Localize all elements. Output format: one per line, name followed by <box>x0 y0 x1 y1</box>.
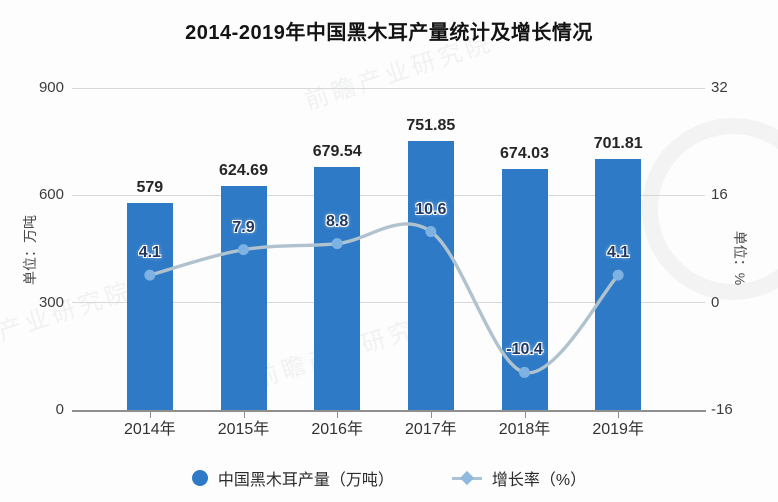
x-tick-label: 2016年 <box>311 421 363 438</box>
legend-item-production: 中国黑木耳产量（万吨） <box>191 466 394 490</box>
bar-value-label: 751.85 <box>406 117 456 134</box>
left-axis-unit-label: 单位：万吨 <box>22 215 38 285</box>
y-tick-label-left: 600 <box>38 186 64 204</box>
x-tick-mark <box>618 412 620 418</box>
x-tick-label: 2018年 <box>498 421 551 438</box>
bar <box>126 202 173 410</box>
bar-series-marker-icon <box>191 470 208 486</box>
bar <box>407 141 454 410</box>
bar-value-label: 701.81 <box>593 134 643 152</box>
bar-value-label: 624.69 <box>219 162 268 180</box>
line-value-label: 10.6 <box>415 200 447 218</box>
x-tick-mark <box>149 412 151 418</box>
legend-label-growth: 增长率（%） <box>491 472 587 489</box>
chart-title: 2014-2019年中国黑木耳产量统计及增长情况 <box>185 22 593 44</box>
right-axis-unit-label: 单位：% <box>732 230 748 286</box>
x-tick-mark <box>524 412 526 418</box>
x-tick-label: 2014年 <box>124 421 176 438</box>
line-value-label: -10.4 <box>506 341 543 359</box>
gridline <box>72 87 705 89</box>
bar-value-label: 679.54 <box>312 142 362 160</box>
y-tick-label-right: 32 <box>711 79 728 96</box>
line-value-label: 8.8 <box>326 212 349 230</box>
y-tick-label-right: -16 <box>711 401 733 418</box>
y-tick-label-right: 16 <box>711 186 728 204</box>
legend-item-growth: 增长率（%） <box>451 466 587 490</box>
x-tick-label: 2019年 <box>592 421 644 438</box>
y-tick-label-left: 0 <box>55 401 64 418</box>
y-tick-label-left: 300 <box>38 293 64 311</box>
y-tick-label-right: 0 <box>711 293 720 311</box>
bar-value-label: 674.03 <box>500 144 549 162</box>
x-axis-line <box>72 410 706 412</box>
bar <box>595 158 642 410</box>
bar <box>501 168 548 410</box>
line-series-marker-icon <box>451 470 482 486</box>
x-tick-mark <box>430 412 432 418</box>
line-value-label: 7.9 <box>232 218 255 236</box>
bar <box>314 166 361 410</box>
bar-value-label: 579 <box>136 178 164 196</box>
gridline <box>72 194 705 196</box>
y-tick-label-left: 900 <box>38 79 64 96</box>
legend: 中国黑木耳产量（万吨） 增长率（%） <box>0 464 778 492</box>
line-value-label: 4.1 <box>138 244 161 262</box>
x-tick-mark <box>243 412 245 418</box>
x-tick-mark <box>337 412 339 418</box>
x-tick-label: 2017年 <box>405 421 457 438</box>
x-tick-label: 2015年 <box>217 421 270 438</box>
legend-label-production: 中国黑木耳产量（万吨） <box>217 472 394 489</box>
line-value-label: 4.1 <box>607 244 630 262</box>
